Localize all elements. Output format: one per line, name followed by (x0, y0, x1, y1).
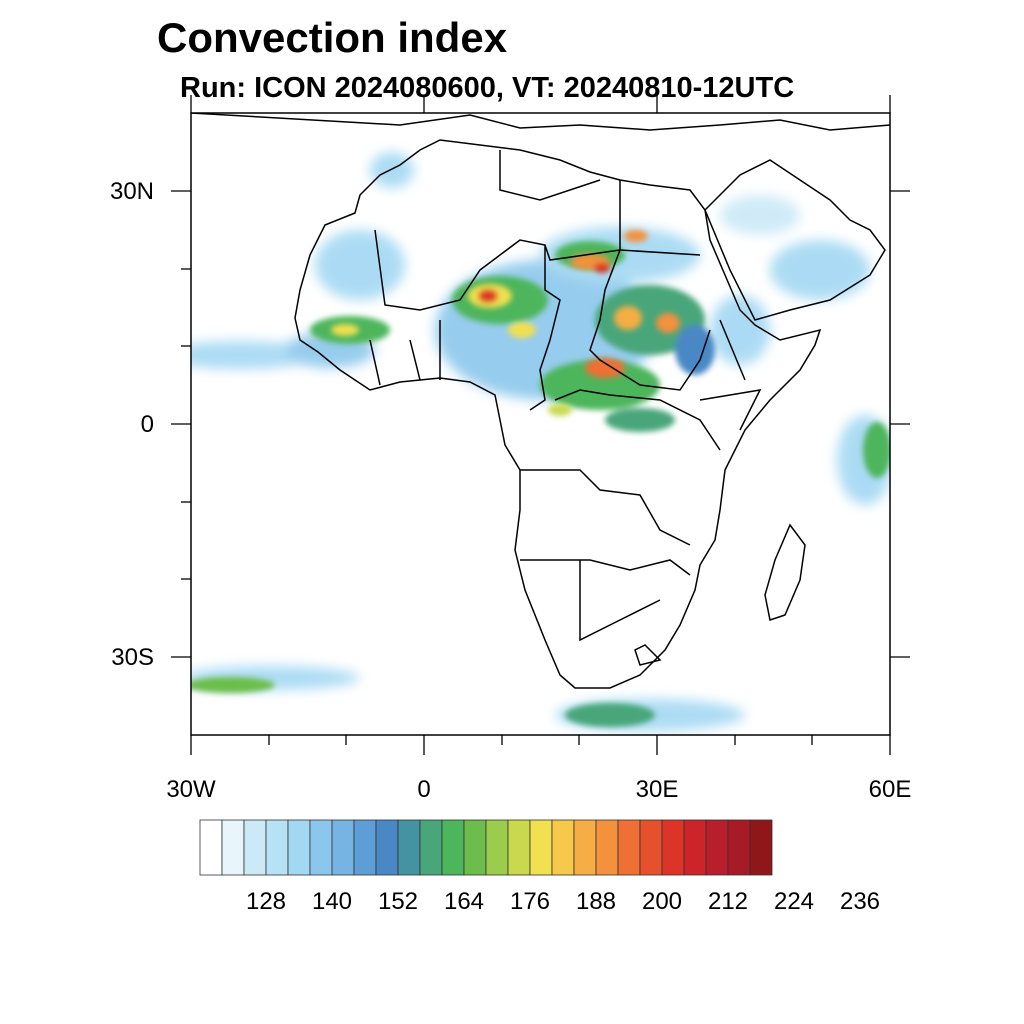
x-tick-0: 0 (417, 776, 431, 803)
colorbar-swatch (287, 819, 311, 876)
colorbar-swatch (221, 819, 245, 876)
colorbar-swatch (683, 819, 707, 876)
border-1 (374, 229, 701, 311)
colorbar-label: 200 (641, 888, 683, 915)
arabia-coastline (704, 159, 886, 321)
y-tick-30n: 30N (109, 178, 154, 205)
colorbar-swatch (243, 819, 267, 876)
colorbar-swatch (419, 819, 443, 876)
border-5 (520, 559, 691, 576)
colorbar-swatch (265, 819, 289, 876)
border-3 (589, 249, 711, 391)
colorbar-swatch (705, 819, 729, 876)
map-outlines (191, 113, 890, 689)
y-tick-30s: 30S (111, 644, 154, 671)
colorbar-swatch (441, 819, 465, 876)
europe-coastline (191, 113, 890, 131)
colorbar-swatch (397, 819, 421, 876)
border-7 (369, 320, 441, 386)
colorbar-swatch (661, 819, 685, 876)
convection-field (191, 152, 890, 731)
colorbar-swatch (551, 819, 575, 876)
colorbar-swatch (617, 819, 641, 876)
colorbar-swatch (485, 819, 509, 876)
border-11 (634, 644, 662, 666)
colorbar (199, 819, 773, 876)
border-6 (579, 560, 661, 642)
border-4 (520, 469, 691, 546)
colorbar-swatch (595, 819, 619, 876)
border-2 (529, 245, 561, 411)
colorbar-swatch (331, 819, 355, 876)
border-8 (499, 150, 621, 250)
colorbar-label: 140 (311, 888, 353, 915)
chart-title: Convection index (157, 14, 508, 61)
colorbar-swatch (639, 819, 663, 876)
colorbar-swatch (463, 819, 487, 876)
x-tick-30e: 30E (635, 776, 679, 803)
colorbar-label: 164 (443, 888, 485, 915)
axis-ticks (171, 95, 910, 755)
colorbar-swatch (199, 819, 223, 876)
colorbar-swatch (353, 819, 377, 876)
colorbar-label: 224 (773, 888, 815, 915)
y-tick-0: 0 (140, 411, 154, 438)
x-tick-30w: 30W (166, 776, 216, 803)
colorbar-label: 188 (575, 888, 617, 915)
chart-subtitle: Run: ICON 2024080600, VT: 20240810-12UTC (180, 72, 795, 104)
colorbar-swatch (749, 819, 773, 876)
colorbar-swatch (727, 819, 751, 876)
colorbar-swatch (529, 819, 553, 876)
border-9 (699, 319, 762, 431)
colorbar-swatch (573, 819, 597, 876)
colorbar-label: 176 (509, 888, 551, 915)
colorbar-label: 152 (377, 888, 419, 915)
border-10 (554, 389, 721, 451)
x-tick-60e: 60E (868, 776, 912, 803)
colorbar-swatch (507, 819, 531, 876)
colorbar-label: 236 (839, 888, 881, 915)
colorbar-swatch (375, 819, 399, 876)
colorbar-swatch (309, 819, 333, 876)
colorbar-label: 128 (245, 888, 287, 915)
africa-coastline (294, 139, 822, 689)
madagascar-coastline (764, 523, 806, 621)
colorbar-label: 212 (707, 888, 749, 915)
